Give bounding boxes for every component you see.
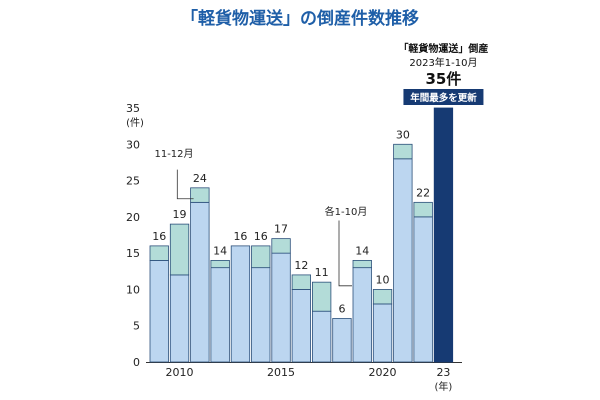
annotation-nov-dec-pointer bbox=[176, 169, 194, 200]
bar-novdec-2020 bbox=[372, 289, 393, 305]
x-tick-label-2020: 2020 bbox=[369, 366, 397, 379]
value-label-2019: 14 bbox=[355, 244, 369, 257]
callout-badge-text: 年間最多を更新 bbox=[410, 92, 477, 104]
y-tick-label-25: 25 bbox=[126, 175, 140, 188]
bar-janoct-2016 bbox=[291, 289, 312, 363]
x-axis-unit: (年) bbox=[435, 380, 453, 393]
y-axis-unit: (件) bbox=[126, 117, 144, 129]
y-tick-label-20: 20 bbox=[126, 211, 140, 224]
bar-janoct-2015 bbox=[271, 252, 291, 363]
x-tick-label-2015: 2015 bbox=[267, 366, 295, 379]
value-label-2017: 11 bbox=[315, 266, 329, 279]
annotation-jan-oct: 各1-10月 bbox=[325, 205, 368, 218]
bar-novdec-2022 bbox=[413, 201, 433, 218]
x-tick-label-23: 23 bbox=[436, 366, 450, 379]
bar-janoct-2012 bbox=[210, 267, 230, 363]
value-label-2022: 22 bbox=[416, 186, 430, 199]
bar-novdec-2014 bbox=[251, 245, 271, 269]
bar-janoct-2022 bbox=[413, 216, 433, 363]
x-tick-label-2010: 2010 bbox=[166, 366, 194, 379]
bar-janoct-2011 bbox=[190, 201, 210, 363]
bar-novdec-2016 bbox=[291, 274, 312, 290]
value-label-2015: 17 bbox=[274, 223, 288, 236]
bar-janoct-2017 bbox=[311, 310, 332, 363]
bar-janoct-2020 bbox=[372, 303, 393, 363]
bars-group bbox=[149, 107, 454, 363]
bar-janoct-2009 bbox=[149, 259, 169, 363]
annotation-nov-dec: 11-12月 bbox=[154, 148, 193, 160]
callout-title: 「軽貨物運送」倒産 bbox=[398, 42, 488, 55]
callout-value: 35件 bbox=[426, 70, 462, 88]
bar-janoct-2013 bbox=[230, 245, 251, 363]
callout-period: 2023年1-10月 bbox=[409, 56, 477, 69]
callout-badge bbox=[403, 89, 484, 105]
y-tick-label-10: 10 bbox=[126, 283, 140, 296]
y-tick-label-5: 5 bbox=[133, 320, 140, 333]
bar-janoct-2018 bbox=[332, 318, 352, 363]
bar-novdec-2010 bbox=[169, 223, 190, 276]
axes: 0 5 10 15 20 25 30 35 (件) 2010 2015 2020 23(年) bbox=[126, 102, 462, 393]
value-label-2011: 24 bbox=[193, 172, 207, 185]
value-labels-group: 16 19 24 14 16 16 17 12 11 6 14 10 30 22 bbox=[152, 128, 430, 315]
y-tick-label-0: 0 bbox=[133, 356, 140, 369]
value-label-2021: 30 bbox=[396, 128, 410, 141]
bar-novdec-2015 bbox=[271, 238, 291, 254]
value-label-2013: 16 bbox=[233, 230, 247, 243]
y-tick-label-15: 15 bbox=[126, 247, 140, 260]
value-label-2009: 16 bbox=[152, 230, 166, 243]
value-label-2020: 10 bbox=[376, 273, 390, 286]
value-label-2014: 16 bbox=[254, 230, 268, 243]
bar-novdec-2009 bbox=[149, 245, 169, 261]
bar-janoct-2023 bbox=[433, 107, 454, 363]
bar-janoct-2021 bbox=[393, 158, 413, 363]
value-label-2018: 6 bbox=[338, 302, 345, 315]
annotation-jan-oct-pointer bbox=[338, 220, 352, 287]
value-label-2010: 19 bbox=[173, 208, 187, 221]
bar-novdec-2012 bbox=[210, 259, 230, 269]
chart-title: 「軽貨物運送」の倒産件数推移 bbox=[181, 8, 419, 29]
bar-novdec-2021 bbox=[393, 143, 413, 160]
bar-janoct-2019 bbox=[352, 267, 372, 363]
y-tick-label-35: 35 bbox=[126, 102, 140, 115]
bar-novdec-2011 bbox=[190, 187, 210, 203]
value-label-2016: 12 bbox=[294, 259, 308, 272]
bar-janoct-2010 bbox=[169, 274, 190, 363]
value-label-2012: 14 bbox=[213, 244, 227, 257]
bar-novdec-2017 bbox=[311, 281, 332, 312]
bar-janoct-2014 bbox=[251, 267, 271, 363]
y-tick-label-30: 30 bbox=[126, 138, 140, 151]
bar-novdec-2019 bbox=[352, 259, 372, 269]
